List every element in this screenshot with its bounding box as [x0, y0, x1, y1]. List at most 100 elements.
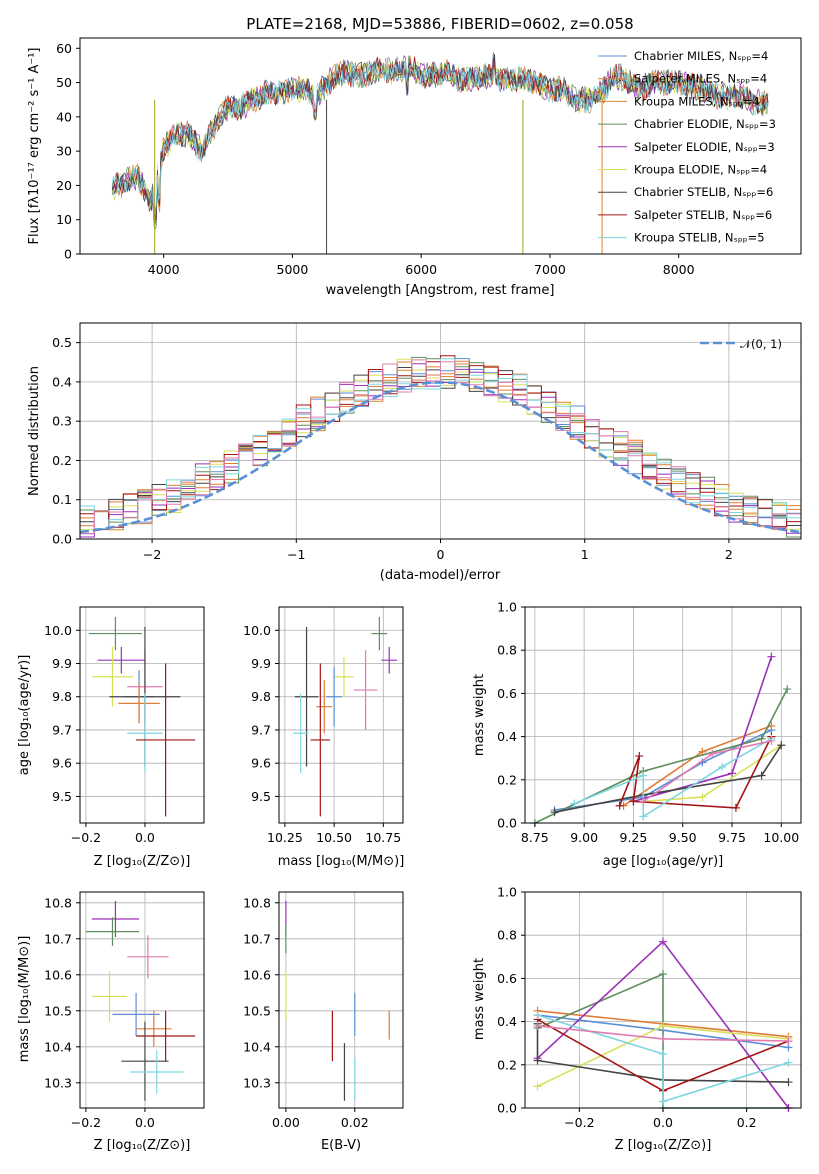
- x-tick-label: 10.50: [316, 830, 352, 845]
- spectrum-x-ticks: 4000 5000 6000 7000 8000: [148, 254, 695, 277]
- x-tick-label: 9.25: [620, 830, 648, 845]
- y-tick-label: 10.0: [243, 623, 271, 638]
- y-tick-label: 0.0: [497, 816, 517, 831]
- y-tick-label: 9.5: [52, 789, 72, 804]
- weight-vs-Z-panel: −0.2 0.0 0.2 0.0 0.2 0.4 0.6 0.8 1.0: [497, 885, 802, 1130]
- weight-marker: [757, 771, 766, 780]
- y-tick-label: 9.9: [251, 656, 271, 671]
- x-tick-label: 0.00: [272, 1115, 300, 1130]
- weight-marker: [767, 736, 776, 745]
- spectrum-y-tick-label: 0: [64, 247, 72, 262]
- histogram-x-ticks: −2 −1 0 1 2: [143, 539, 733, 562]
- y-tick-label: 9.7: [251, 722, 271, 737]
- weight-marker: [639, 771, 648, 780]
- panel-frame: [79, 891, 205, 1109]
- x-tick-label: −0.2: [71, 830, 101, 845]
- spectrum-legend-label: Chabrier MILES, Nₛₚₚ=4: [634, 49, 768, 63]
- age-vs-mass-panel: 10.25 10.50 10.75 9.5 9.6 9.7 9.8 9.9 10.0: [243, 606, 404, 845]
- y-tick-label: 10.3: [44, 1075, 72, 1090]
- weight-line-7: [573, 738, 772, 818]
- panel-frame: [524, 606, 802, 824]
- spectrum-legend-label: Chabrier STELIB, Nₛₚₚ=6: [634, 185, 773, 199]
- histogram-y-tick-label: 0.4: [52, 374, 72, 389]
- weight-line-7: [537, 1014, 789, 1103]
- histogram-x-tick-label: −2: [143, 547, 161, 562]
- spectrum-y-tick-label: 30: [56, 144, 72, 159]
- weight-vs-age-x-label: age [log₁₀(age/yr)]: [603, 854, 724, 869]
- spectrum-legend-label: Salpeter MILES, Nₛₚₚ=4: [634, 72, 767, 86]
- weight-marker: [708, 749, 717, 758]
- weight-marker: [639, 797, 648, 806]
- mass-vs-Z-panel: −0.2 0.0 10.3 10.4 10.5 10.6 10.7 10.8: [44, 891, 205, 1130]
- y-tick-label: 10.7: [243, 931, 271, 946]
- histogram-x-tick-label: 2: [725, 547, 733, 562]
- y-tick-label: 9.6: [251, 756, 271, 771]
- weight-marker: [777, 741, 786, 750]
- histogram-y-tick-label: 0.2: [52, 453, 72, 468]
- spectrum-legend-label: Chabrier ELODIE, Nₛₚₚ=3: [634, 117, 776, 131]
- y-tick-label: 9.9: [52, 656, 72, 671]
- histogram-x-tick-label: 0: [437, 547, 445, 562]
- panel-frame: [278, 606, 404, 824]
- weight-line-5: [536, 1023, 789, 1083]
- x-tick-label: 0.0: [135, 1115, 155, 1130]
- age-vs-Z-panel: −0.2 0.0 9.5 9.6 9.7 9.8 9.9 10.0: [44, 606, 205, 845]
- spectrum-y-tick-label: 60: [56, 41, 72, 56]
- weight-marker: [635, 752, 644, 761]
- y-tick-label: 10.5: [243, 1003, 271, 1018]
- weight-marker: [639, 812, 648, 821]
- y-tick-label: 10.7: [44, 931, 72, 946]
- y-tick-label: 0.4: [497, 729, 517, 744]
- spectrum-y-tick-label: 50: [56, 75, 72, 90]
- weight-marker: [659, 1021, 667, 1030]
- spectrum-x-tick-label: 6000: [405, 262, 437, 277]
- weight-marker: [731, 803, 740, 812]
- histogram-y-tick-label: 0.3: [52, 414, 72, 429]
- spectrum-frame: [79, 37, 802, 255]
- weight-marker: [784, 1037, 793, 1046]
- weight-marker: [570, 799, 579, 808]
- weight-marker: [783, 685, 792, 694]
- x-tick-label: 9.50: [669, 830, 697, 845]
- weight-vs-age-panel: 8.75 9.00 9.25 9.50 9.75 10.00 0.0 0.2 0.4 0.6 0.8…: [497, 600, 802, 845]
- spectrum-x-tick-label: 4000: [148, 262, 180, 277]
- gaussian-curve: [79, 380, 802, 534]
- spectrum-x-tick-label: 7000: [534, 262, 566, 277]
- histogram-x-tick-label: −1: [287, 547, 305, 562]
- x-tick-label: 9.75: [718, 830, 746, 845]
- y-tick-label: 9.5: [251, 789, 271, 804]
- spectrum-x-label: wavelength [Angstrom, rest frame]: [326, 283, 555, 298]
- spectrum-legend-label: Kroupa STELIB, Nₛₚₚ=5: [634, 231, 765, 245]
- histogram-panel: −2 −1 0 1 2 0.0 0.1 0.2 0.3 0.4 0.5 (data-model)/…: [27, 322, 802, 583]
- y-tick-label: 10.4: [243, 1039, 271, 1054]
- weight-marker: [533, 1021, 542, 1030]
- age-vs-mass-x-label: mass [log₁₀(M/M⊙)]: [278, 854, 405, 869]
- spectrum-y-tick-label: 40: [56, 109, 72, 124]
- x-tick-label: 9.00: [570, 830, 598, 845]
- y-tick-label: 10.3: [243, 1075, 271, 1090]
- x-tick-label: 10.75: [365, 830, 401, 845]
- x-tick-label: 0.0: [653, 1115, 673, 1130]
- panel-frame: [79, 606, 205, 824]
- age-vs-Z-y-label: age [log₁₀(age/yr)]: [17, 655, 32, 776]
- y-tick-label: 0.2: [497, 1057, 517, 1072]
- x-tick-label: 0.0: [135, 830, 155, 845]
- histogram-x-tick-label: 1: [581, 547, 589, 562]
- x-tick-label: 10.25: [267, 830, 303, 845]
- weight-marker: [659, 1050, 667, 1058]
- spectrum-legend: Chabrier MILES, Nₛₚₚ=4 Salpeter MILES, Nₛ…: [598, 49, 776, 245]
- spectrum-legend-label: Kroupa MILES, Nₛₚₚ=4: [634, 94, 760, 108]
- y-tick-label: 0.8: [497, 928, 517, 943]
- spectrum-line-6: [111, 54, 769, 223]
- spectrum-legend-label: Kroupa ELODIE, Nₛₚₚ=4: [634, 163, 767, 177]
- y-tick-label: 9.8: [251, 689, 271, 704]
- weight-marker: [659, 1034, 667, 1043]
- x-tick-label: 10.00: [763, 830, 799, 845]
- mass-vs-ebv-x-label: E(B-V): [321, 1138, 361, 1153]
- mass-vs-ebv-panel: 0.00 0.02 10.3 10.4 10.5 10.6 10.7 10.8: [243, 891, 404, 1130]
- y-tick-label: 0.6: [497, 971, 517, 986]
- histogram-y-tick-label: 0.1: [52, 492, 72, 507]
- histogram-y-label: Normed distribution: [27, 366, 42, 496]
